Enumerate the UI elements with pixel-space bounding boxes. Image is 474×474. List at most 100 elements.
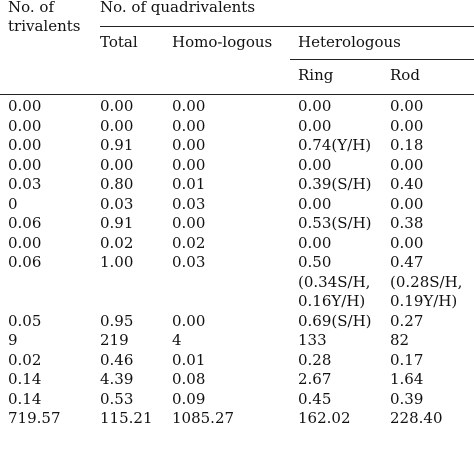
cell-total: 0.80	[100, 175, 134, 193]
cell-homologous: 0.01	[172, 175, 206, 193]
cell-total: 0.03	[100, 194, 134, 213]
cell-rod-line: 0.47	[390, 253, 424, 271]
cell-homologous: 0.00	[172, 155, 206, 174]
cell-homologous: 0.02	[172, 233, 206, 252]
cell-ring-line: 0.28	[298, 350, 332, 369]
header-heterologous: Heterologous	[298, 33, 401, 51]
cell-homologous: 0.00	[172, 214, 206, 232]
cell-trivalents: 0.00	[8, 233, 42, 252]
cell-rod-line: 82	[390, 331, 410, 349]
cell-trivalents: 0.06	[8, 214, 42, 232]
cell-homologous: 4	[172, 331, 182, 349]
cell-ring: 0.00	[298, 195, 331, 215]
cell-ring: 0.74(Y/H)	[298, 136, 371, 156]
cell-trivalents: 0.00	[8, 155, 42, 174]
cell-trivalents: 0.14	[8, 389, 42, 408]
header-homologous: Homo-logous	[172, 33, 273, 51]
cell-rod: 0.00	[390, 195, 423, 215]
cell-rod: 82	[390, 331, 409, 351]
cell-trivalents: 0.00	[8, 136, 42, 154]
cell-total: 0.02	[100, 233, 134, 252]
cell-rod-line: 0.27	[390, 311, 424, 330]
cell-homologous: 0.08	[172, 370, 206, 388]
cell-ring: 0.39(S/H)	[298, 175, 372, 195]
cell-ring: 0.50 (0.34S/H, 0.16Y/H)	[298, 253, 370, 312]
cell-trivalents: 0.00	[8, 97, 42, 115]
cell-rod: 0.27	[390, 312, 423, 332]
cell-homologous: 0.00	[172, 116, 206, 135]
cell-ring: 162.02	[298, 409, 351, 429]
cell-ring-line: 0.74(Y/H)	[298, 136, 372, 154]
cell-ring: 0.53(S/H)	[298, 214, 372, 234]
cell-ring-line: 0.00	[298, 233, 332, 252]
cell-trivalents: 0.03	[8, 175, 42, 193]
cell-ring: 0.00	[298, 117, 331, 137]
header-quadrivalents: No. of quadrivalents	[100, 0, 256, 16]
cell-rod: 0.00	[390, 234, 423, 254]
cell-total: 0.00	[100, 97, 134, 115]
header-total: Total	[100, 33, 138, 51]
cell-ring: 0.00	[298, 97, 331, 117]
cell-rod: 0.38	[390, 214, 423, 234]
cell-total: 0.00	[100, 155, 134, 174]
cell-rod-line: 0.19Y/H)	[390, 292, 458, 310]
cell-homologous: 0.03	[172, 253, 206, 271]
cell-rod-line: 0.18	[390, 136, 424, 154]
cell-homologous: 0.00	[172, 311, 206, 330]
cell-ring-line: 0.53(S/H)	[298, 214, 372, 232]
cell-trivalents: 9	[8, 331, 18, 349]
cell-rod-line: 0.40	[390, 175, 424, 193]
cell-homologous: 0.01	[172, 350, 206, 369]
cell-total: 1.00	[100, 253, 134, 271]
cell-ring-line: 162.02	[298, 409, 351, 427]
cell-ring-line: 0.50	[298, 253, 332, 271]
cell-ring-line: 0.00	[298, 97, 332, 115]
cell-rod-line: (0.28S/H,	[390, 272, 463, 291]
cell-ring-line: 0.00	[298, 194, 332, 213]
cell-ring-line: 0.39(S/H)	[298, 175, 372, 193]
cell-ring-line: 0.00	[298, 155, 332, 174]
header-trivalents-line1: No. of	[8, 0, 55, 16]
cell-rod: 0.00	[390, 97, 423, 117]
cell-ring-line: 0.16Y/H)	[298, 292, 366, 310]
cell-ring: 2.67	[298, 370, 331, 390]
cell-rod: 0.18	[390, 136, 423, 156]
cell-total: 0.00	[100, 116, 134, 135]
header-rule-heterologous	[290, 59, 474, 60]
cell-rod-line: 0.00	[390, 233, 424, 252]
cell-rod-line: 1.64	[390, 370, 424, 388]
cell-rod: 0.40	[390, 175, 423, 195]
cell-total: 0.46	[100, 350, 134, 369]
cell-rod-line: 228.40	[390, 409, 443, 427]
cell-trivalents: 0.05	[8, 311, 42, 330]
cell-trivalents: 0.06	[8, 253, 42, 271]
cell-total: 219	[100, 331, 129, 349]
cell-rod: 0.17	[390, 351, 423, 371]
cell-ring: 0.45	[298, 390, 331, 410]
cell-ring-line: 0.69(S/H)	[298, 311, 372, 330]
cell-homologous: 0.09	[172, 389, 206, 408]
cell-trivalents: 0.14	[8, 370, 42, 388]
cell-total: 0.95	[100, 311, 134, 330]
header-ring: Ring	[298, 66, 334, 84]
header-rule-quadrivalents	[100, 26, 474, 27]
cell-rod-line: 0.00	[390, 194, 424, 213]
cell-rod-line: 0.39	[390, 389, 424, 408]
cell-rod: 0.39	[390, 390, 423, 410]
cell-trivalents: 0	[8, 194, 18, 213]
cell-rod-line: 0.00	[390, 116, 424, 135]
header-rod: Rod	[390, 66, 420, 84]
cell-rod: 0.00	[390, 156, 423, 176]
cell-total: 115.21	[100, 409, 153, 427]
cell-trivalents: 0.02	[8, 350, 42, 369]
cell-rod-line: 0.17	[390, 350, 424, 369]
cell-ring: 0.00	[298, 156, 331, 176]
cell-ring-line: 2.67	[298, 370, 332, 388]
cell-ring-line: 133	[298, 331, 327, 349]
header-rule-bottom	[0, 94, 474, 95]
cell-rod-line: 0.00	[390, 97, 424, 115]
cell-total: 0.91	[100, 136, 134, 154]
cell-ring-line: 0.45	[298, 389, 332, 408]
cell-total: 4.39	[100, 370, 134, 388]
